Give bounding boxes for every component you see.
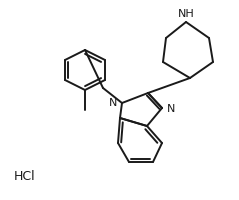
Text: N: N [109,98,117,108]
Text: NH: NH [178,9,194,19]
Text: N: N [167,104,175,114]
Text: HCl: HCl [14,170,36,184]
